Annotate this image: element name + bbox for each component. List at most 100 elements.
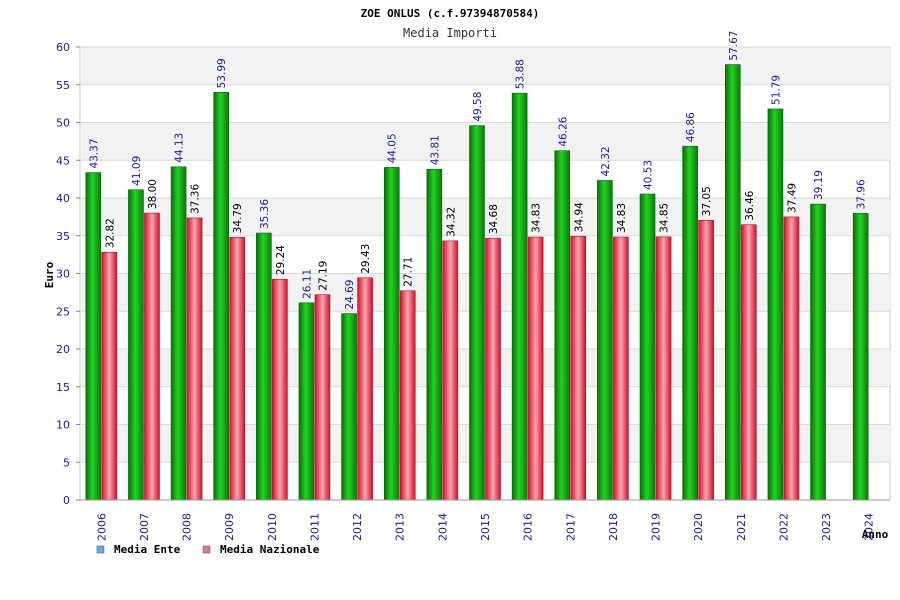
y-tick-label: 25 xyxy=(56,305,70,318)
bar-media-nazionale xyxy=(357,277,373,501)
data-label: 40.53 xyxy=(643,160,655,190)
data-label: 34.83 xyxy=(616,203,628,233)
data-label: 38.00 xyxy=(147,179,159,209)
bar-media-nazionale xyxy=(101,251,118,501)
bar-media-nazionale xyxy=(186,217,203,501)
chart-title: ZOE ONLUS (c.f.97394870584) xyxy=(361,7,540,20)
y-tick-label: 15 xyxy=(56,381,70,394)
y-tick-label: 5 xyxy=(63,456,70,469)
data-label: 34.83 xyxy=(531,203,543,233)
x-tick-label: 2022 xyxy=(777,513,790,541)
bar-media-nazionale xyxy=(740,224,757,501)
data-label: 34.94 xyxy=(573,202,585,232)
bar-media-ente xyxy=(256,232,272,501)
bar-media-nazionale xyxy=(314,294,331,501)
x-tick-label: 2023 xyxy=(820,513,833,541)
y-axis: 0 5 10 15 20 25 30 35 40 45 50 55 60 xyxy=(56,41,80,507)
grid-band xyxy=(81,47,890,85)
data-label: 34.85 xyxy=(659,203,671,233)
data-label: 43.37 xyxy=(88,138,100,168)
x-tick-label: 2010 xyxy=(266,513,279,541)
x-tick-label: 2007 xyxy=(138,513,151,541)
data-label: 53.99 xyxy=(216,58,228,88)
legend: Media Ente Media Nazionale xyxy=(96,543,320,556)
bar-media-ente xyxy=(597,180,613,501)
x-tick-label: 2021 xyxy=(735,513,748,541)
x-axis-title: Anno xyxy=(862,528,889,541)
data-label: 24.69 xyxy=(344,280,356,310)
data-label: 32.82 xyxy=(104,218,116,248)
x-axis: 2006 2007 2008 2009 2010 2011 2012 2013 2014 2015… xyxy=(80,499,890,541)
bar-media-nazionale xyxy=(698,219,714,501)
y-tick-label: 10 xyxy=(56,419,70,432)
chart-subtitle: Media Importi xyxy=(403,26,497,40)
bars: 43.37 32.82 41.09 38.00 44.13 37.36 53.99 34.79… xyxy=(85,31,869,501)
bar-media-nazionale xyxy=(613,236,629,501)
bar-media-ente xyxy=(767,108,784,501)
x-tick-label: 2020 xyxy=(692,513,705,541)
legend-swatch xyxy=(202,545,211,554)
y-tick-label: 60 xyxy=(56,41,70,54)
bar-media-ente xyxy=(128,189,144,501)
bar-media-nazionale xyxy=(144,212,160,501)
bar-media-ente xyxy=(383,167,400,501)
bar-media-ente xyxy=(810,203,826,501)
bar-media-ente xyxy=(554,150,571,501)
x-tick-label: 2017 xyxy=(564,513,577,541)
data-label: 27.71 xyxy=(403,257,415,287)
bar-media-ente xyxy=(85,172,102,501)
legend-label: Media Ente xyxy=(114,543,181,556)
x-tick-label: 2019 xyxy=(650,513,663,541)
data-label: 27.19 xyxy=(317,261,329,291)
bar-media-nazionale xyxy=(655,236,672,501)
data-label: 39.19 xyxy=(813,170,825,200)
legend-swatch xyxy=(96,545,105,554)
bar-media-nazionale xyxy=(272,278,288,501)
bar-media-ente xyxy=(213,92,230,501)
data-label: 34.79 xyxy=(232,203,244,233)
bar-media-nazionale xyxy=(783,216,800,501)
x-tick-label: 2014 xyxy=(436,513,449,541)
y-axis-title: Euro xyxy=(43,261,56,288)
bar-media-nazionale xyxy=(527,236,544,501)
data-label: 29.24 xyxy=(275,245,287,275)
bar-media-nazionale xyxy=(442,240,459,501)
data-label: 43.81 xyxy=(429,135,441,165)
data-label: 36.46 xyxy=(744,190,756,220)
bar-media-ente xyxy=(724,64,741,501)
x-tick-label: 2008 xyxy=(181,513,194,541)
data-label: 37.96 xyxy=(856,179,868,209)
bar-media-nazionale xyxy=(399,290,416,501)
data-label: 41.09 xyxy=(131,156,143,186)
data-label: 37.36 xyxy=(190,184,202,214)
data-label: 46.86 xyxy=(685,112,697,142)
bar-media-nazionale xyxy=(485,237,501,501)
data-label: 42.32 xyxy=(600,146,612,176)
data-label: 29.43 xyxy=(360,244,372,274)
bar-media-ente xyxy=(639,193,656,501)
x-tick-label: 2009 xyxy=(223,513,236,541)
bar-media-nazionale xyxy=(570,235,587,501)
data-label: 37.49 xyxy=(786,183,798,213)
bar-media-ente xyxy=(170,166,187,501)
data-label: 49.58 xyxy=(472,92,484,122)
y-tick-label: 0 xyxy=(63,494,70,507)
x-tick-label: 2016 xyxy=(522,513,535,541)
bar-media-ente xyxy=(511,92,528,501)
y-tick-label: 35 xyxy=(56,230,70,243)
x-tick-label: 2011 xyxy=(308,513,321,541)
x-tick-label: 2018 xyxy=(607,513,620,541)
data-label: 53.88 xyxy=(515,59,527,89)
bar-media-ente xyxy=(298,302,315,501)
bar-media-ente xyxy=(682,145,698,501)
data-label: 35.36 xyxy=(259,199,271,229)
data-label: 34.68 xyxy=(488,204,500,234)
x-tick-label: 2013 xyxy=(394,513,407,541)
data-label: 44.05 xyxy=(387,133,399,163)
y-tick-label: 30 xyxy=(56,268,70,281)
x-tick-label: 2024 xyxy=(863,513,876,541)
x-tick-label: 2015 xyxy=(479,513,492,541)
bar-media-ente xyxy=(469,125,485,501)
data-label: 37.05 xyxy=(701,186,713,216)
